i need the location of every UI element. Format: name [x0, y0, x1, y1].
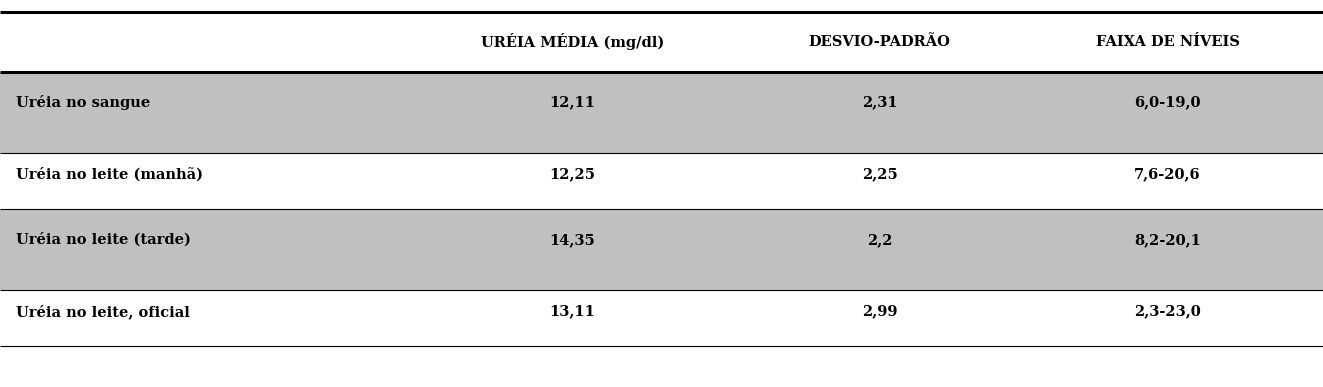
Text: FAIXA DE NÍVEIS: FAIXA DE NÍVEIS: [1095, 34, 1240, 49]
Text: 2,3-23,0: 2,3-23,0: [1134, 305, 1201, 319]
Text: 2,31: 2,31: [863, 96, 897, 110]
Text: Uréia no leite (tarde): Uréia no leite (tarde): [16, 233, 191, 247]
Text: 13,11: 13,11: [549, 305, 595, 319]
Bar: [0, 153, 1323, 209]
Text: 8,2-20,1: 8,2-20,1: [1134, 233, 1201, 247]
Text: 12,25: 12,25: [549, 167, 595, 181]
Text: Uréia no leite (manhã): Uréia no leite (manhã): [16, 167, 202, 182]
Bar: [0, 72, 1323, 153]
Text: 12,11: 12,11: [549, 96, 595, 110]
Text: 14,35: 14,35: [549, 233, 595, 247]
Bar: [0, 290, 1323, 346]
Bar: [0, 209, 1323, 290]
Text: 2,25: 2,25: [861, 167, 898, 181]
Text: 2,99: 2,99: [863, 305, 897, 319]
Text: URÉIA MÉDIA (mg/dl): URÉIA MÉDIA (mg/dl): [480, 33, 664, 50]
Text: 7,6-20,6: 7,6-20,6: [1134, 167, 1201, 181]
Text: Uréia no leite, oficial: Uréia no leite, oficial: [16, 304, 189, 319]
Text: DESVIO-PADRÃO: DESVIO-PADRÃO: [808, 34, 951, 49]
Text: 6,0-19,0: 6,0-19,0: [1134, 96, 1201, 110]
Text: Uréia no sangue: Uréia no sangue: [16, 95, 149, 110]
Text: 2,2: 2,2: [867, 233, 893, 247]
